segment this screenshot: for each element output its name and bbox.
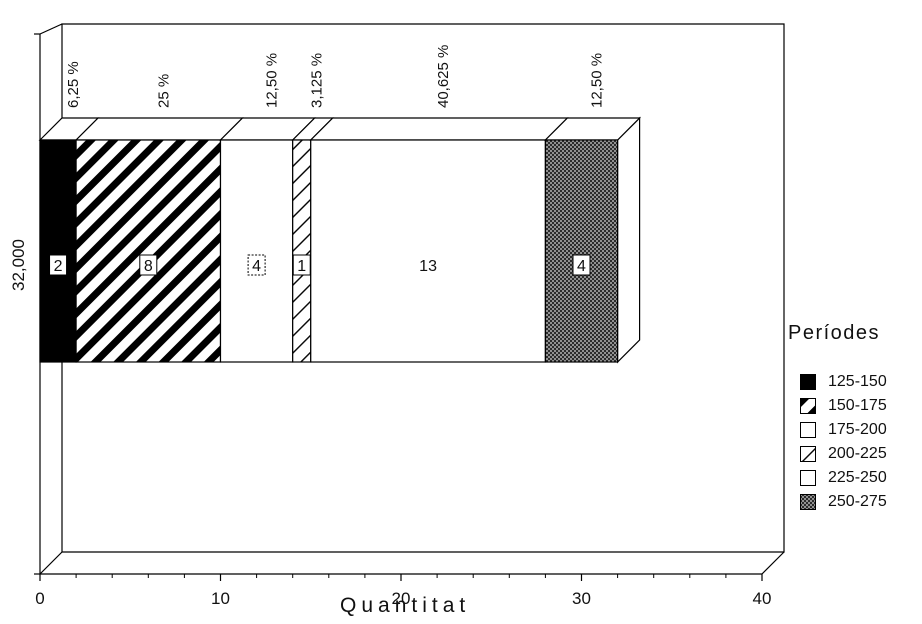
bar-value-label-2: 8 [144,258,153,275]
bar-value-box-2 [139,254,158,276]
bar-percent-label-3: 12,50 % [264,53,281,108]
bar-value-label-4: 1 [297,258,306,275]
legend-label-5: 225-250 [828,469,887,486]
bar-segment-top-2 [74,117,244,141]
bar-value-box-6 [572,254,591,276]
x-tick-label-30: 30 [572,589,591,608]
x-axis-title: Quantitat [340,594,471,617]
bar-percent-label-4: 3,125 % [309,53,326,108]
bar-percent-label-6: 12,50 % [589,53,606,108]
bar-segment-5 [310,139,546,363]
legend-label-6: 250-275 [828,493,887,510]
legend-swatch-2 [800,398,816,414]
x-tick-label-20: 20 [392,589,411,608]
bar-segment-6 [544,139,619,363]
bar-value-box-3 [247,254,266,276]
legend-swatch-4 [800,446,816,462]
bar-percent-label-2: 25 % [155,74,172,108]
legend-label-4: 200-225 [828,445,887,462]
x-tick-label-10: 10 [211,589,230,608]
bar-segment-2 [75,139,222,363]
legend-swatch-5 [800,470,816,486]
bar-segment-3 [219,139,294,363]
y-axis: 32,000 [9,33,40,575]
x-tick-label-40: 40 [753,589,772,608]
bar-percent-label-5: 40,625 % [435,45,452,108]
floor-right-edge [761,551,785,575]
bar-value-label-1: 2 [54,258,63,275]
legend-item-4: 200-225 [800,442,887,466]
bar-group: 2 6,25 % 8 25 % 4 12,50 % 1 3,125 % 13 40,625 % 4 1… [38,45,642,364]
bar-value-label-5: 13 [419,258,437,275]
legend-label-3: 175-200 [828,421,887,438]
legend-item-3: 175-200 [800,418,887,442]
legend-swatch-6 [800,494,816,510]
legend: 125-150 150-175 175-200 200-225 225-250 250-2… [800,370,887,514]
bar-segment-1 [39,139,77,363]
legend-item-5: 225-250 [800,466,887,490]
bar-value-label-6: 4 [577,258,586,275]
legend-swatch-1 [800,374,816,390]
x-axis: 0 10 20 30 40 [35,574,771,608]
legend-swatch-3 [800,422,816,438]
legend-item-6: 250-275 [800,490,887,514]
bar-value-label-3: 4 [252,258,261,275]
legend-item-2: 150-175 [800,394,887,418]
side-wall-top-edge [39,23,63,35]
bar-value-box-5 [415,255,442,275]
bar-value-box-1 [49,254,68,276]
category-label: 32,000 [9,239,28,291]
legend-label-1: 125-150 [828,373,887,390]
bar-side-face [617,116,641,364]
legend-item-1: 125-150 [800,370,887,394]
legend-title: Períodes [788,322,881,344]
bar-segment-4 [292,139,312,363]
floor-left-edge [39,551,63,575]
legend-label-2: 150-175 [828,397,887,414]
x-tick-label-0: 0 [35,589,44,608]
bar-segment-top-5 [309,117,569,141]
bar-percent-label-1: 6,25 % [65,61,82,108]
